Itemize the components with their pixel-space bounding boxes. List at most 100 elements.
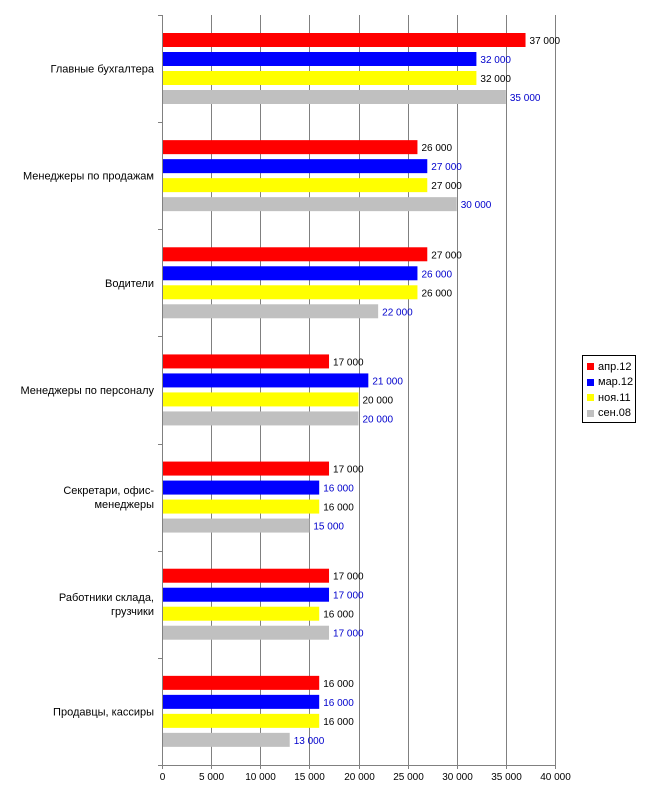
category-label: Главные бухгалтера bbox=[50, 64, 154, 76]
legend-swatch bbox=[587, 409, 594, 417]
data-label: 16 000 bbox=[323, 503, 354, 514]
legend-label: мар.12 bbox=[598, 376, 634, 389]
bar bbox=[163, 499, 320, 514]
x-tick-label: 5 000 bbox=[199, 772, 224, 783]
bar bbox=[163, 354, 330, 369]
bar bbox=[163, 411, 359, 426]
data-label: 16 000 bbox=[323, 698, 354, 709]
bar bbox=[163, 568, 330, 583]
legend-label: сен.08 bbox=[598, 407, 631, 420]
category-label-line: Водители bbox=[105, 278, 154, 290]
category-label: Менеджеры по продажам bbox=[23, 171, 154, 183]
legend-swatch bbox=[587, 394, 594, 402]
category-label-line: Продавцы, кассиры bbox=[53, 706, 154, 718]
legend-swatch bbox=[587, 378, 594, 386]
data-label: 21 000 bbox=[372, 376, 403, 387]
bar bbox=[163, 266, 418, 281]
data-label: 27 000 bbox=[431, 162, 462, 173]
data-label: 17 000 bbox=[333, 591, 364, 602]
legend-item: апр.12 bbox=[587, 359, 635, 375]
data-label: 37 000 bbox=[530, 36, 561, 47]
bar bbox=[163, 247, 428, 262]
category-label: Работники склада, грузчики bbox=[59, 592, 154, 618]
data-label: 16 000 bbox=[323, 717, 354, 728]
legend-item: мар.12 bbox=[587, 375, 635, 391]
data-label: 16 000 bbox=[323, 484, 354, 495]
x-tick-label: 30 000 bbox=[442, 772, 473, 783]
data-label: 20 000 bbox=[363, 414, 394, 425]
bar bbox=[163, 159, 428, 174]
x-tick-label: 0 bbox=[160, 772, 166, 783]
data-label: 26 000 bbox=[421, 288, 452, 299]
x-tick-label: 10 000 bbox=[245, 772, 276, 783]
bar bbox=[163, 480, 320, 495]
bar bbox=[163, 587, 330, 602]
bar bbox=[163, 197, 457, 212]
data-label: 32 000 bbox=[480, 74, 511, 85]
tick-labels: 0 5 000 10 000 15 000 20 000 25 000 30 000 35 0… bbox=[160, 772, 572, 783]
data-label: 17 000 bbox=[333, 357, 364, 368]
legend-label: апр.12 bbox=[598, 360, 632, 373]
data-label: 20 000 bbox=[363, 395, 394, 406]
data-label: 27 000 bbox=[431, 181, 462, 192]
bar bbox=[163, 694, 320, 709]
data-label: 15 000 bbox=[313, 522, 344, 533]
category-labels: Главные бухгалтера Менеджеры по продажам В… bbox=[20, 64, 154, 719]
category-label-line: Менеджеры по персоналу bbox=[20, 385, 154, 397]
data-label: 16 000 bbox=[323, 610, 354, 621]
data-label: 22 000 bbox=[382, 307, 413, 318]
bar bbox=[163, 71, 477, 85]
data-label: 17 000 bbox=[333, 629, 364, 640]
bars bbox=[163, 33, 526, 747]
data-label: 27 000 bbox=[431, 250, 462, 261]
category-label-line: менеджеры bbox=[94, 499, 154, 511]
bar bbox=[163, 713, 320, 728]
bar bbox=[163, 732, 290, 747]
bar bbox=[163, 625, 330, 640]
data-labels: 37 000 32 000 32 000 35 000 26 000 27 000 27 0… bbox=[294, 36, 561, 747]
grid-lines bbox=[211, 15, 556, 765]
x-tick-label: 15 000 bbox=[294, 772, 325, 783]
category-label-line: Главные бухгалтера bbox=[50, 64, 154, 76]
category-label: Менеджеры по персоналу bbox=[20, 385, 154, 397]
x-tick-label: 35 000 bbox=[491, 772, 522, 783]
legend: апр.12 мар.12 ноя.11 сен.08 bbox=[582, 355, 636, 423]
bar bbox=[163, 304, 379, 319]
legend-item: сен.08 bbox=[587, 406, 635, 422]
bar bbox=[163, 140, 418, 155]
category-label-line: Секретари, офис- bbox=[63, 485, 154, 497]
bar bbox=[163, 373, 369, 388]
bar bbox=[163, 606, 320, 621]
bar bbox=[163, 52, 477, 66]
bar bbox=[163, 33, 526, 47]
x-tick-label: 25 000 bbox=[393, 772, 424, 783]
bar bbox=[163, 90, 506, 104]
data-label: 17 000 bbox=[333, 465, 364, 476]
data-label: 30 000 bbox=[461, 200, 492, 211]
bar bbox=[163, 285, 418, 300]
data-label: 26 000 bbox=[421, 269, 452, 280]
data-label: 17 000 bbox=[333, 572, 364, 583]
data-label: 13 000 bbox=[294, 736, 325, 747]
legend-item: ноя.11 bbox=[587, 390, 635, 406]
data-label: 26 000 bbox=[421, 143, 452, 154]
category-label-line: Работники склада, bbox=[59, 592, 154, 604]
legend-label: ноя.11 bbox=[598, 391, 631, 404]
axes bbox=[158, 15, 556, 769]
data-label: 16 000 bbox=[323, 679, 354, 690]
data-label: 32 000 bbox=[480, 55, 511, 66]
x-tick-label: 20 000 bbox=[344, 772, 375, 783]
category-label: Водители bbox=[105, 278, 154, 290]
legend-swatch bbox=[587, 363, 594, 371]
category-label: Секретари, офис-менеджеры bbox=[63, 485, 154, 511]
bar bbox=[163, 178, 428, 193]
bar bbox=[163, 518, 310, 533]
category-label-line: Менеджеры по продажам bbox=[23, 171, 154, 183]
bar bbox=[163, 461, 330, 476]
x-tick-label: 40 000 bbox=[540, 772, 571, 783]
bar bbox=[163, 392, 359, 407]
category-label-line: грузчики bbox=[111, 606, 154, 618]
category-label: Продавцы, кассиры bbox=[53, 706, 154, 718]
bar bbox=[163, 675, 320, 690]
